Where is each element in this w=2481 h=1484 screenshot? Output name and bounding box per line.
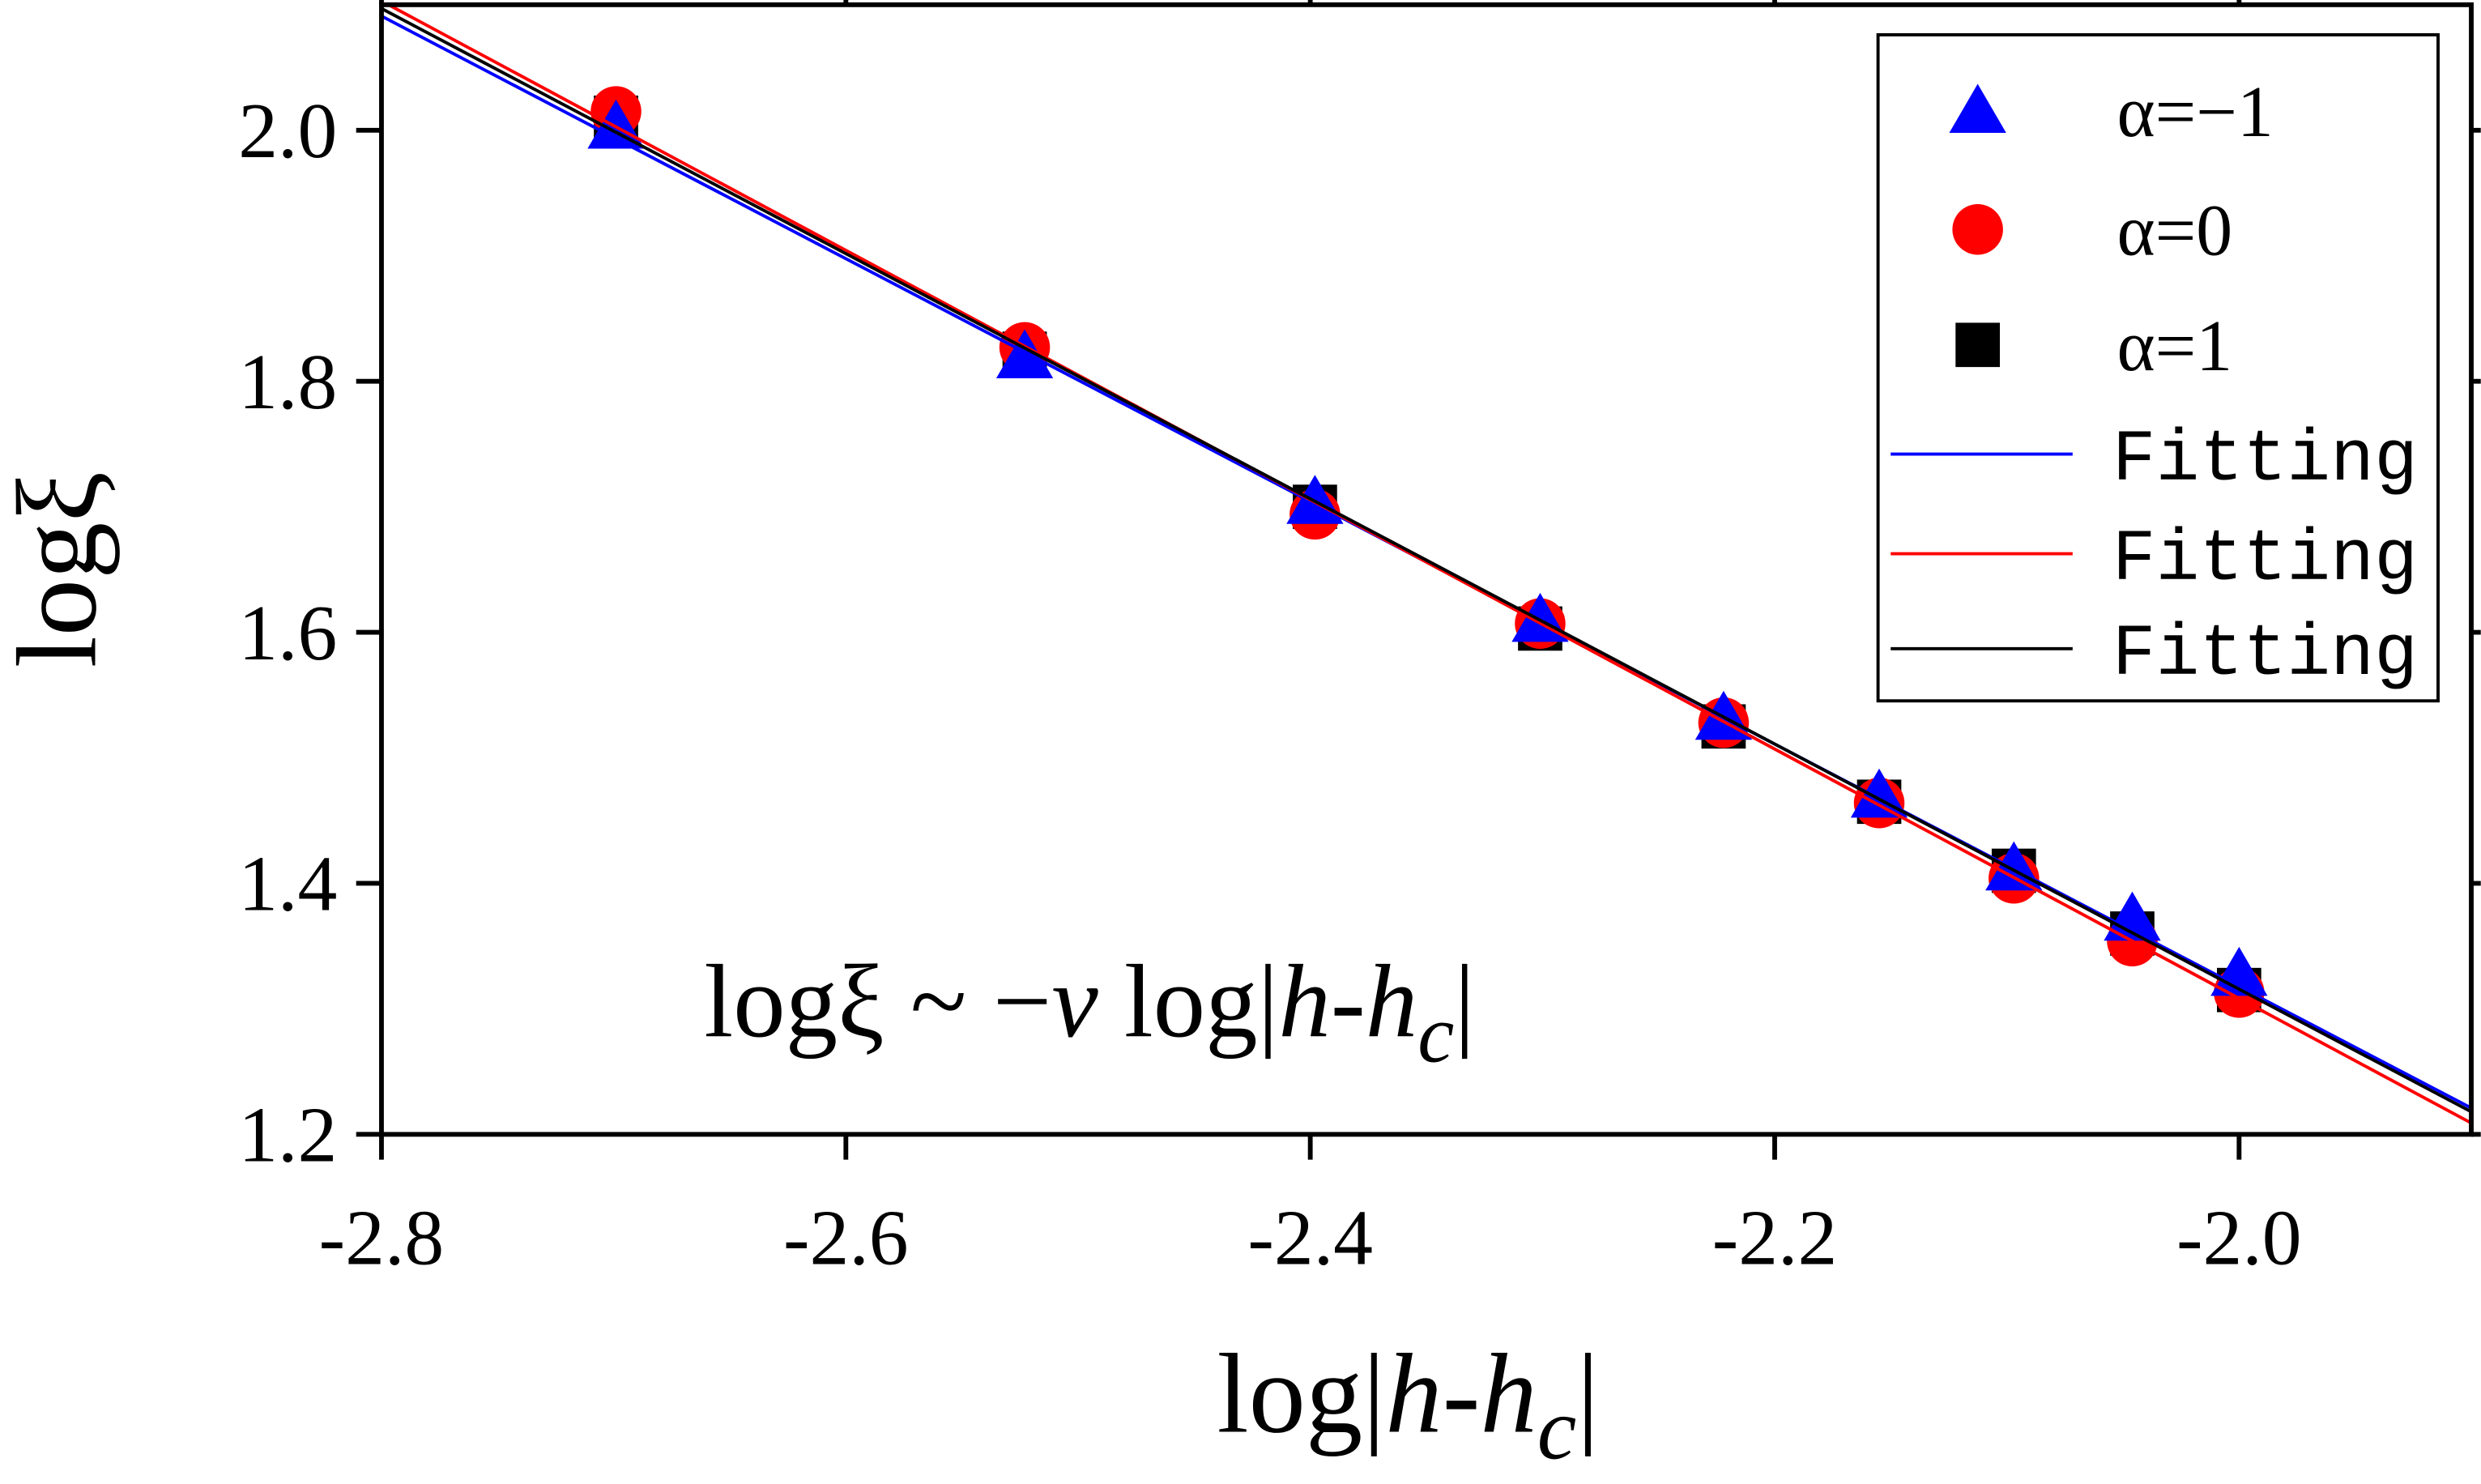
x-axis-title: log|h-hc|: [1217, 1332, 1600, 1478]
annotation-part: h: [1366, 943, 1417, 1059]
annotation-part: c: [1417, 987, 1454, 1079]
plot-area: [379, 2, 2474, 1137]
annotation-part: logξ ~ −: [704, 943, 1051, 1059]
x-title-part: h: [1481, 1332, 1537, 1457]
x-title-part: -: [1443, 1332, 1481, 1457]
annotation-part: |: [1454, 943, 1475, 1059]
y-tick-label: 1.2: [238, 1092, 337, 1179]
x-tick-label: -2.0: [2176, 1195, 2302, 1282]
y-axis-title: logξ: [0, 471, 120, 667]
annotation-part: -: [1331, 943, 1366, 1059]
legend-label: Fitting: [2112, 518, 2418, 601]
annotation: logξ ~ −ν log|h-hc|: [704, 943, 1475, 1079]
annotation-part: log|: [1098, 943, 1279, 1059]
fit-line: [381, 6, 2472, 1114]
y-tick-label: 2.0: [238, 87, 337, 175]
x-title-part: h: [1385, 1332, 1442, 1457]
x-tick-label: -2.2: [1712, 1195, 1838, 1282]
y-tick-label: 1.8: [238, 339, 337, 426]
legend-box: [1876, 33, 2440, 703]
y-tick-label: 1.6: [238, 590, 337, 677]
fit-line: [385, 4, 2472, 1125]
annotation-part: h: [1278, 943, 1330, 1059]
triangle-marker: [2104, 891, 2161, 941]
x-tick-label: -2.4: [1247, 1195, 1373, 1282]
triangle-marker: [2210, 946, 2268, 996]
legend-label: α=−1: [2117, 72, 2274, 152]
circle-marker: [1952, 203, 2003, 255]
legend-label: Fitting: [2112, 419, 2418, 501]
x-title-part: |: [1576, 1332, 1599, 1457]
plot-frame: [379, 2, 2474, 1137]
triangle-marker: [587, 99, 645, 149]
triangle-marker: [1949, 83, 2006, 134]
y-tick-label: 1.4: [238, 841, 337, 928]
x-title-part: c: [1537, 1380, 1577, 1478]
square-marker: [1955, 322, 2000, 368]
legend: α=−1 α=0 α=1 Fitting Fitting Fitting: [1876, 33, 2440, 703]
x-tick-label: -2.6: [783, 1195, 909, 1282]
legend-label: α=1: [2117, 306, 2233, 386]
marks: [381, 4, 2472, 1125]
annotation-part: ν: [1051, 943, 1098, 1059]
x-tick-label: -2.8: [319, 1195, 445, 1282]
x-title-part: log|: [1217, 1332, 1386, 1457]
legend-label: α=0: [2117, 190, 2233, 271]
legend-label: Fitting: [2112, 613, 2418, 696]
